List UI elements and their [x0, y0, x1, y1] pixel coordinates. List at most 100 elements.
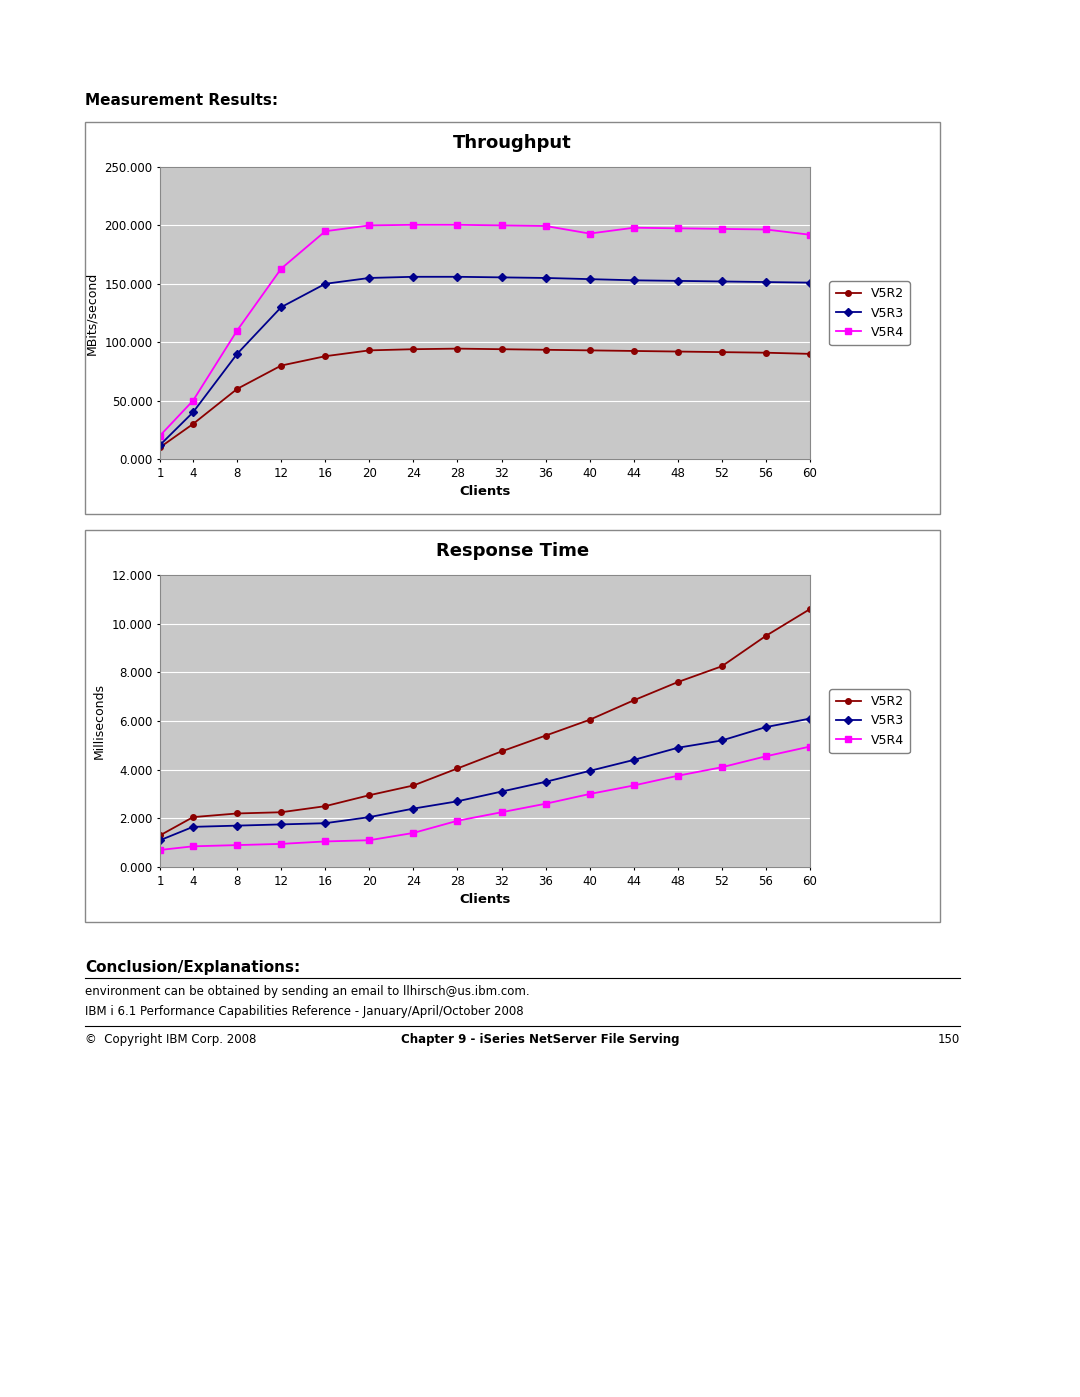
- V5R3: [495, 784, 508, 800]
- V5R2: [231, 805, 244, 821]
- V5R4: [804, 738, 816, 754]
- V5R4: [804, 226, 816, 243]
- V5R4: [274, 835, 287, 852]
- V5R4: [539, 795, 552, 812]
- V5R4: [407, 824, 420, 841]
- Text: Response Time: Response Time: [436, 542, 589, 560]
- Text: Conclusion/Explanations:: Conclusion/Explanations:: [85, 960, 300, 975]
- V5R3: [451, 793, 464, 810]
- V5R3: [539, 774, 552, 791]
- V5R2: [153, 827, 166, 844]
- V5R4: [231, 323, 244, 339]
- Text: ©  Copyright IBM Corp. 2008: © Copyright IBM Corp. 2008: [85, 1032, 256, 1046]
- V5R4: [715, 759, 728, 775]
- V5R3: [231, 817, 244, 834]
- V5R2: [319, 798, 332, 814]
- V5R3: [187, 819, 200, 835]
- V5R3: [715, 272, 728, 289]
- V5R4: [759, 221, 772, 237]
- V5R3: [627, 752, 640, 768]
- V5R3: [153, 437, 166, 454]
- Line: V5R3: V5R3: [158, 274, 813, 448]
- V5R4: [539, 218, 552, 235]
- V5R4: [187, 838, 200, 855]
- V5R3: [274, 816, 287, 833]
- V5R4: [231, 837, 244, 854]
- V5R2: [407, 341, 420, 358]
- V5R3: [627, 272, 640, 289]
- Y-axis label: MBits/second: MBits/second: [85, 271, 98, 355]
- Text: 150: 150: [937, 1032, 960, 1046]
- V5R4: [153, 841, 166, 858]
- V5R3: [153, 831, 166, 848]
- V5R2: [407, 777, 420, 793]
- Text: Measurement Results:: Measurement Results:: [85, 94, 279, 108]
- V5R2: [187, 809, 200, 826]
- V5R3: [451, 268, 464, 285]
- Line: V5R4: V5R4: [158, 222, 813, 439]
- V5R2: [274, 803, 287, 820]
- V5R2: [153, 439, 166, 455]
- V5R4: [495, 217, 508, 233]
- Text: Throughput: Throughput: [454, 134, 572, 152]
- V5R4: [627, 219, 640, 236]
- Line: V5R2: V5R2: [158, 606, 813, 838]
- V5R2: [583, 711, 596, 728]
- Line: V5R3: V5R3: [158, 715, 813, 842]
- V5R3: [804, 274, 816, 291]
- V5R2: [495, 341, 508, 358]
- V5R2: [672, 344, 685, 360]
- X-axis label: Clients: Clients: [459, 485, 511, 499]
- V5R2: [583, 342, 596, 359]
- V5R4: [363, 831, 376, 848]
- V5R2: [495, 743, 508, 760]
- V5R3: [407, 800, 420, 817]
- V5R4: [672, 767, 685, 784]
- V5R3: [539, 270, 552, 286]
- V5R4: [495, 803, 508, 820]
- V5R2: [187, 415, 200, 432]
- V5R2: [539, 341, 552, 358]
- V5R2: [231, 380, 244, 397]
- V5R4: [715, 221, 728, 237]
- V5R2: [804, 345, 816, 362]
- V5R2: [451, 760, 464, 777]
- Text: IBM i 6.1 Performance Capabilities Reference - January/April/October 2008: IBM i 6.1 Performance Capabilities Refer…: [85, 1004, 524, 1018]
- V5R3: [187, 404, 200, 420]
- V5R4: [363, 217, 376, 233]
- V5R2: [539, 728, 552, 745]
- V5R4: [451, 217, 464, 233]
- V5R2: [804, 601, 816, 617]
- V5R4: [759, 747, 772, 764]
- Line: V5R2: V5R2: [158, 346, 813, 450]
- V5R4: [451, 813, 464, 830]
- V5R3: [759, 718, 772, 735]
- V5R2: [759, 627, 772, 644]
- V5R4: [153, 427, 166, 444]
- V5R3: [672, 739, 685, 756]
- V5R3: [583, 763, 596, 780]
- Legend: V5R2, V5R3, V5R4: V5R2, V5R3, V5R4: [829, 689, 909, 753]
- V5R4: [583, 785, 596, 802]
- V5R3: [407, 268, 420, 285]
- V5R4: [319, 224, 332, 240]
- V5R2: [363, 342, 376, 359]
- V5R2: [715, 658, 728, 675]
- V5R3: [363, 270, 376, 286]
- V5R4: [187, 393, 200, 409]
- V5R3: [319, 275, 332, 292]
- Y-axis label: Milliseconds: Milliseconds: [93, 683, 106, 759]
- V5R3: [231, 345, 244, 362]
- V5R4: [274, 260, 287, 277]
- V5R3: [804, 710, 816, 726]
- V5R3: [583, 271, 596, 288]
- Line: V5R4: V5R4: [158, 743, 813, 852]
- V5R2: [627, 342, 640, 359]
- V5R3: [363, 809, 376, 826]
- V5R3: [319, 814, 332, 831]
- X-axis label: Clients: Clients: [459, 893, 511, 907]
- V5R2: [451, 341, 464, 358]
- V5R4: [627, 777, 640, 793]
- V5R4: [319, 833, 332, 849]
- V5R3: [672, 272, 685, 289]
